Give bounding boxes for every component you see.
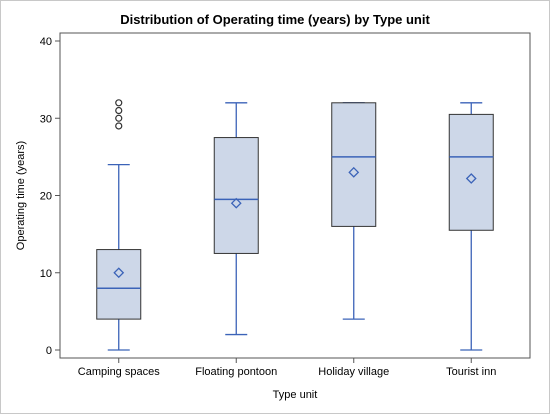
x-axis: Camping spaces Floating pontoon Holiday vi…: [78, 358, 496, 378]
mean-marker: [465, 173, 477, 184]
box-2: [213, 102, 259, 336]
outlier-point: [115, 99, 123, 107]
box-iqr: [213, 137, 259, 254]
y-axis: 0 10 20 30 40: [40, 36, 60, 357]
box-3: [331, 102, 377, 320]
mean-marker: [230, 197, 242, 209]
x-tick-label: Holiday village: [318, 366, 389, 378]
box-iqr: [96, 249, 142, 320]
y-tick-label: 0: [46, 345, 52, 357]
mean-marker: [113, 267, 125, 279]
box-iqr: [331, 102, 377, 227]
x-tick-label: Camping spaces: [78, 366, 160, 378]
boxes-group: [96, 99, 494, 351]
x-tick-label: Tourist inn: [446, 366, 496, 378]
chart-title: Distribution of Operating time (years) b…: [120, 12, 430, 27]
y-tick-label: 20: [40, 191, 52, 203]
y-axis-label: Operating time (years): [15, 141, 27, 250]
outlier-point: [115, 122, 123, 130]
x-tick-label: Floating pontoon: [195, 366, 277, 378]
outlier-point: [115, 114, 123, 122]
y-tick-label: 30: [40, 113, 52, 125]
box-1: [96, 99, 142, 351]
box-iqr: [448, 113, 494, 231]
y-tick-label: 10: [40, 268, 52, 280]
box-4: [448, 102, 494, 351]
mean-marker: [348, 166, 360, 178]
outlier-point: [115, 106, 123, 115]
y-tick-label: 40: [40, 36, 52, 48]
x-axis-label: Type unit: [273, 389, 318, 401]
